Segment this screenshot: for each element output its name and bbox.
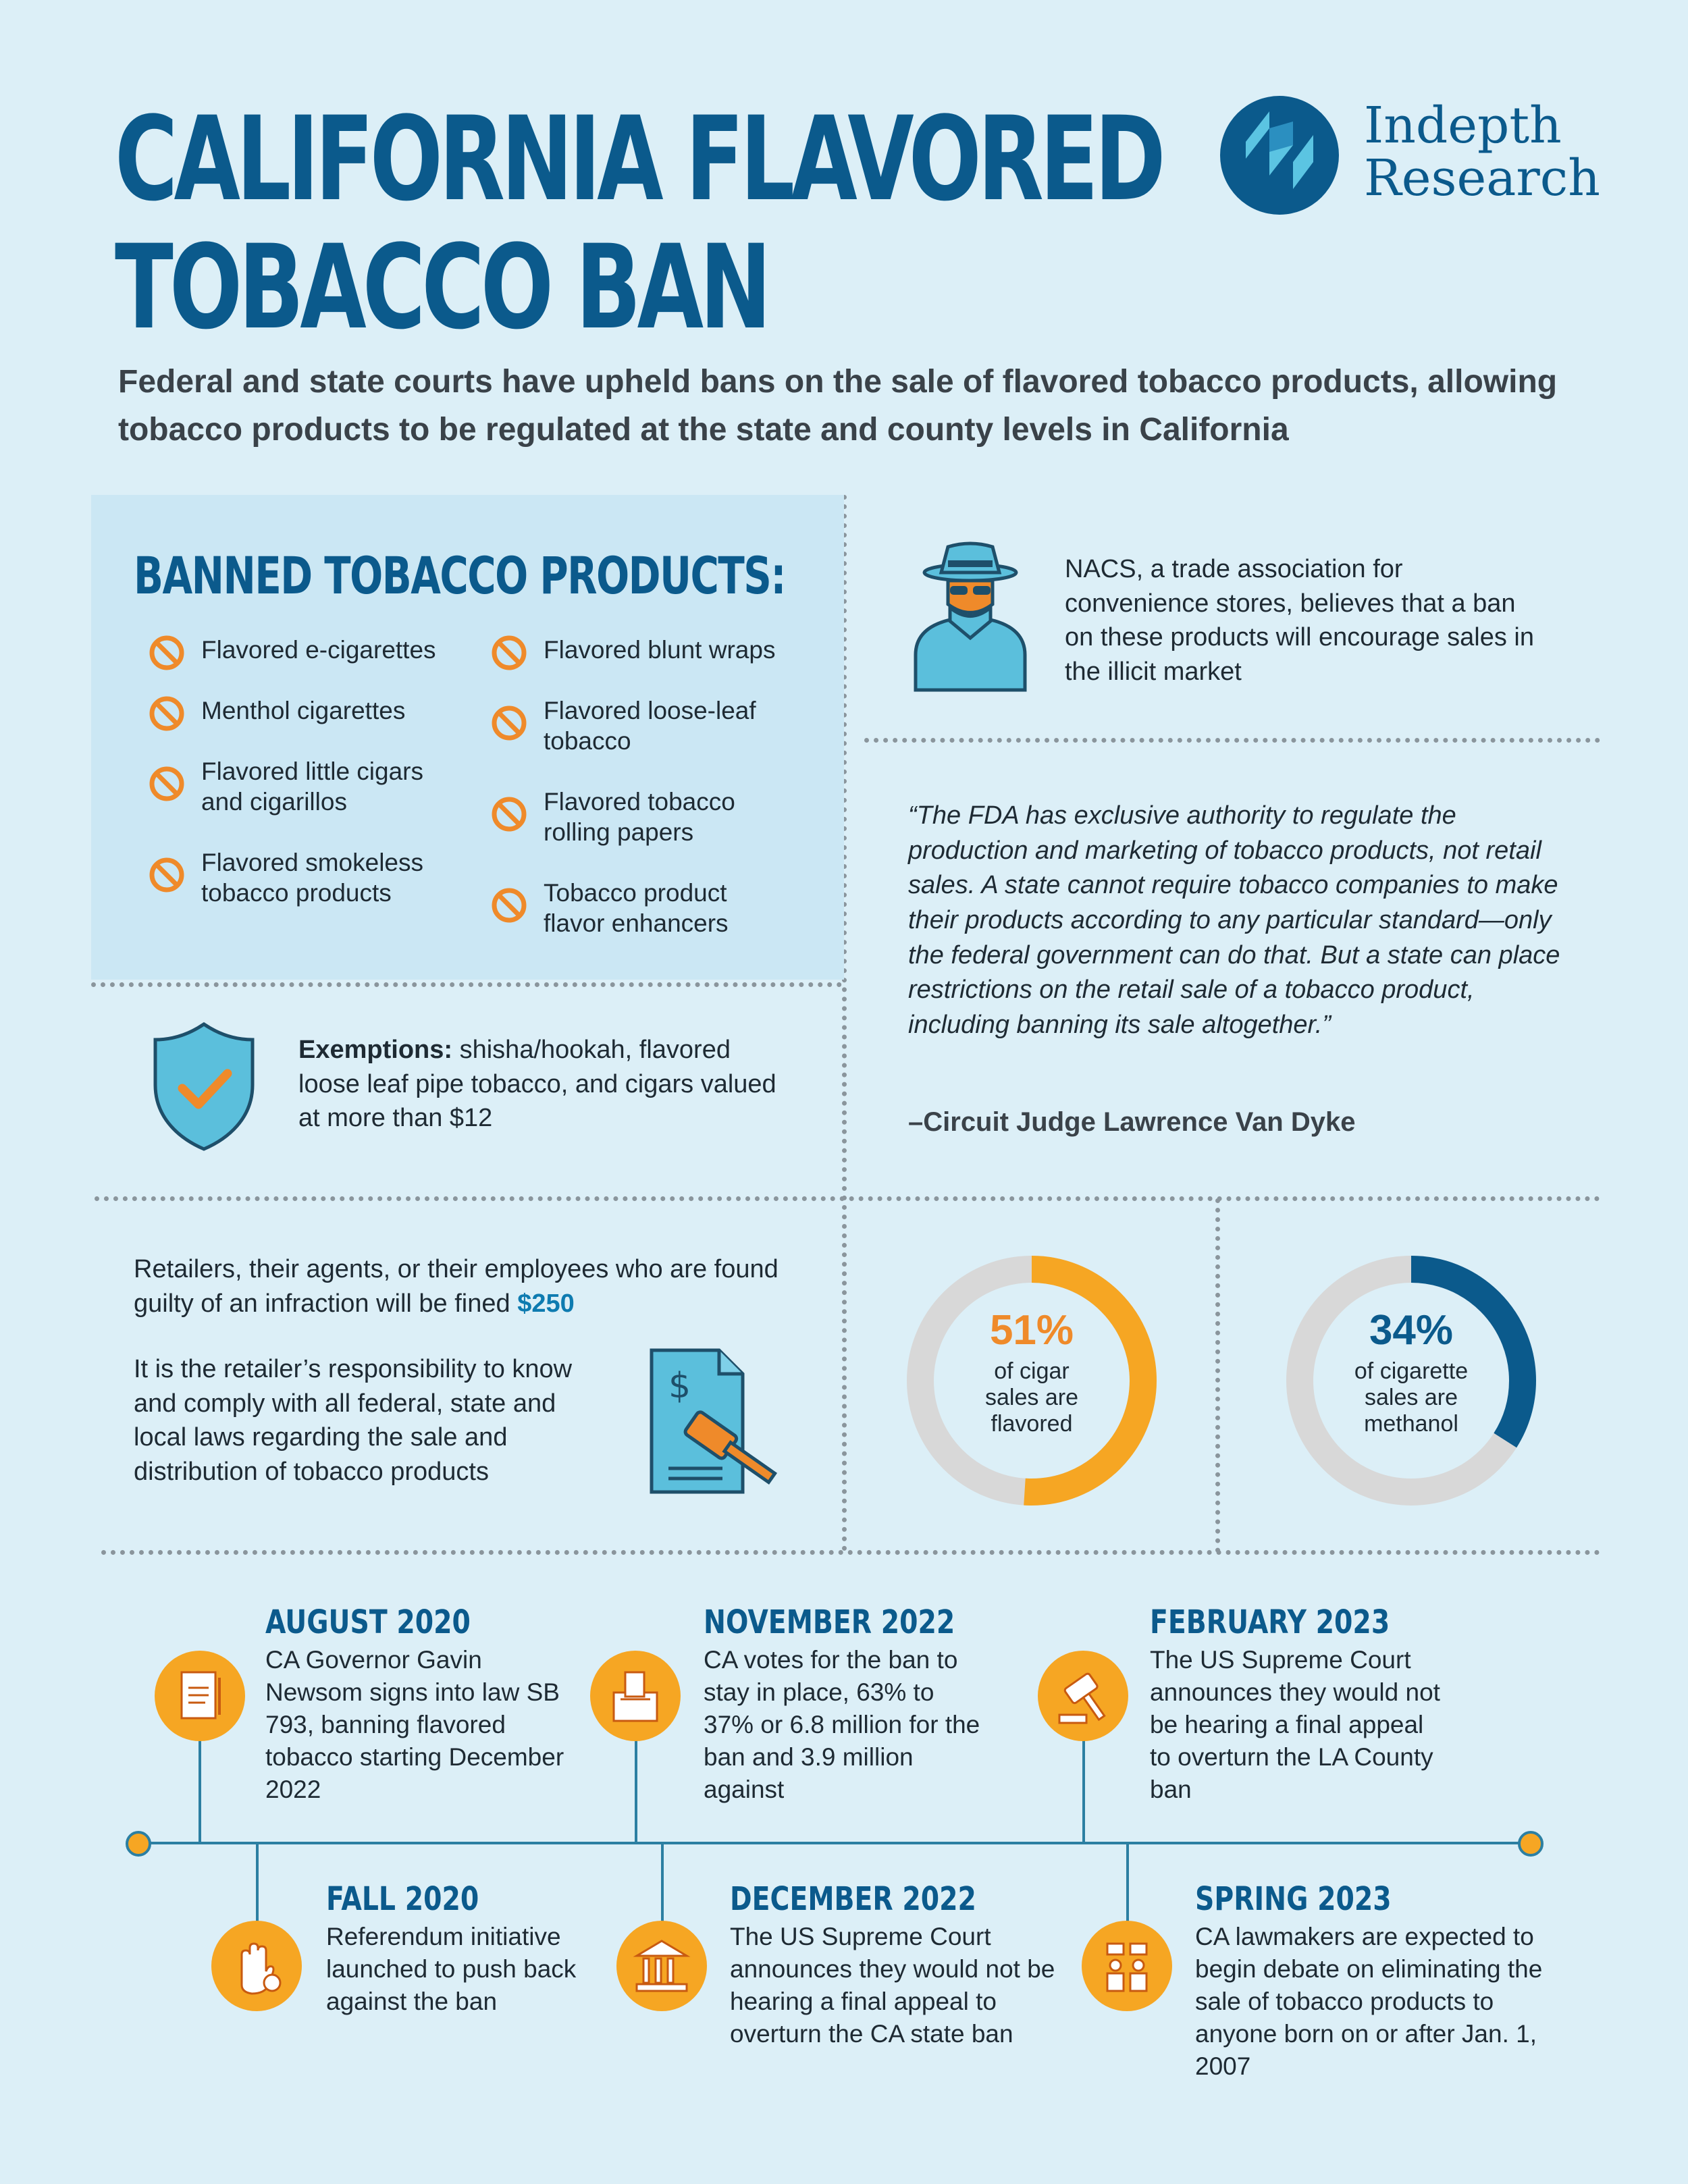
indepth-research-logo-icon [1220,96,1339,215]
stop-hand-icon [240,1942,282,1995]
timeline-connector [1082,1735,1085,1843]
svg-text:$: $ [668,1366,691,1406]
timeline-event: AUGUST 2020 CA Governor Gavin Newsom sig… [265,1603,564,1804]
timeline-connector [635,1735,637,1843]
banned-item: Flavored loose-leaf tobacco [491,695,814,756]
prohibited-icon [149,766,184,801]
timeline-connector [1126,1843,1129,1924]
timeline-event: NOVEMBER 2022 CA votes for the ban to st… [704,1603,980,1804]
logo-text: Indepth Research [1364,97,1600,207]
prohibited-icon [149,857,184,893]
nacs-text: NACS, a trade association for convenienc… [1065,555,1534,686]
banned-item: Flavored little cigars and cigarillos [149,756,465,817]
banned-item: Menthol cigarettes [149,695,405,732]
timeline-axis [138,1842,1529,1844]
prohibited-icon [492,797,527,832]
divider-horizontal [91,982,842,987]
courthouse-icon [633,1940,691,1992]
cigar-donut-arc [907,1256,1157,1506]
divider-vertical [1215,1198,1220,1553]
document-icon [180,1671,221,1720]
timeline-event: SPRING 2023 CA lawmakers are expected to… [1195,1880,1543,2081]
legal-document-gavel-icon: $ [650,1348,778,1494]
cigarette-donut-arc [1286,1256,1536,1506]
responsibility-text: It is the retailer’s responsibility to k… [134,1355,573,1486]
cigar-percent: 51% [989,1307,1074,1354]
timeline-end-dot [1518,1831,1544,1857]
banned-products-heading: BANNED TOBACCO PRODUCTS: [134,545,786,606]
fine-text: Retailers, their agents, or their employ… [134,1255,779,1318]
banned-products-panel [91,495,844,980]
cigarette-donut-chart [1286,1256,1536,1506]
timeline-start-dot [126,1831,151,1857]
divider-vertical [842,495,847,1551]
prohibited-icon [492,635,527,670]
spy-icon [914,541,1027,692]
prohibited-icon [149,696,184,731]
prohibited-icon [492,705,527,741]
banned-item: Flavored e-cigarettes [149,635,436,671]
timeline-connector [256,1843,259,1924]
timeline-connector [199,1735,201,1843]
exemptions-text: Exemptions: shisha/hookah, flavored loos… [298,1036,776,1133]
gavel-icon [1058,1672,1106,1724]
meeting-icon [1106,1942,1148,1992]
prohibited-icon [492,888,527,923]
quote-attribution: –Circuit Judge Lawrence Van Dyke [908,1107,1356,1137]
timeline-connector [661,1843,664,1924]
timeline-event: FEBRUARY 2023 The US Supreme Court annou… [1150,1603,1440,1804]
timeline-event-icon [616,1921,707,2011]
banned-item: Tobacco product flavor enhancers [491,878,766,938]
shield-check-icon [153,1021,255,1151]
prohibited-icon [149,635,184,670]
banned-item: Flavored smokeless tobacco products [149,847,471,908]
cigar-donut-chart [907,1256,1157,1506]
divider-horizontal [864,738,1600,743]
ballot-box-icon [612,1671,658,1722]
timeline-event-icon [1038,1651,1128,1741]
divider-horizontal [95,1196,1600,1201]
divider-horizontal [101,1550,1600,1555]
banned-item: Flavored tobacco rolling papers [491,787,793,847]
timeline-event: FALL 2020 Referendum initiative launched… [326,1880,577,2016]
timeline-event: DECEMBER 2022 The US Supreme Court annou… [730,1880,1055,2048]
judge-quote: “The FDA has exclusive authority to regu… [908,801,1560,1040]
cigar-caption: of cigar sales are flavored [985,1358,1078,1437]
banned-item: Flavored blunt wraps [491,635,775,671]
timeline-event-icon [211,1921,302,2011]
fine-amount: $250 [517,1289,575,1318]
cigarette-percent: 34% [1369,1307,1454,1354]
timeline-event-icon [155,1651,245,1741]
cigarette-caption: of cigarette sales are methanol [1354,1358,1469,1437]
timeline-event-icon [1082,1921,1172,2011]
timeline-event-icon [590,1651,681,1741]
page-title: CALIFORNIA FLAVORED TOBACCO BAN [115,91,1166,355]
subtitle: Federal and state courts have upheld ban… [118,364,1558,448]
